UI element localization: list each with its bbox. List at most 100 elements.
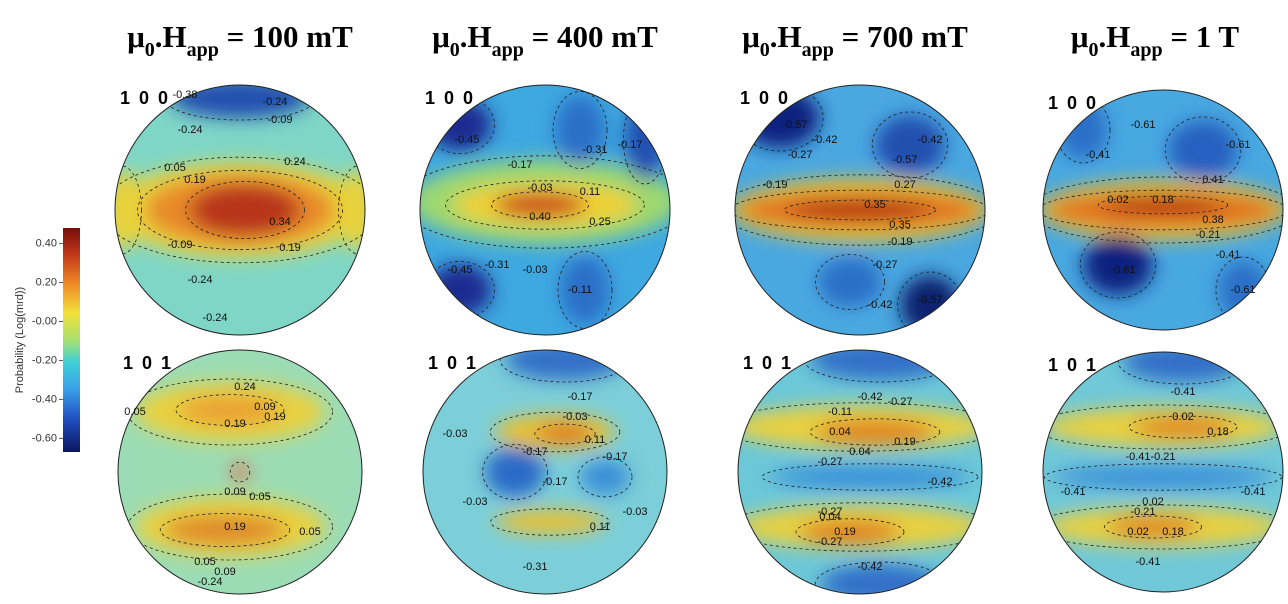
column-title: μ0.Happ = 400 mT xyxy=(432,19,658,60)
contour-label: 0.02 xyxy=(1127,526,1148,538)
contour-label: 0.02 xyxy=(1172,411,1193,423)
contour-label: -0.24 xyxy=(187,274,212,286)
pole-figure-outline xyxy=(1042,89,1284,331)
contour-label: -0.41 xyxy=(1125,451,1150,463)
contour-label: 0.09 xyxy=(224,486,245,498)
pole-figure: -0.17 -0.03 -0.03 0.11 -0.17 -0.17 -0.17 -0.03 -… xyxy=(422,349,668,595)
contour-label: -0.03 xyxy=(462,496,487,508)
title-part: μ xyxy=(432,19,450,54)
contour-label: -0.41 xyxy=(1085,149,1110,161)
colorbar-label: Probability (Log(mrd)) xyxy=(14,287,26,393)
intensity-field xyxy=(135,382,325,557)
contour-line xyxy=(229,461,251,483)
title-part: μ xyxy=(1071,19,1089,54)
contour-label: 0.40 xyxy=(529,211,550,223)
contour-line xyxy=(1043,463,1283,491)
contour-label: -0.42 xyxy=(867,299,892,311)
pole-figure: -0.42 -0.27-0.110.040.190.04-0.27-0.42-0.… xyxy=(737,349,983,595)
contour-label: -0.42 xyxy=(857,391,882,403)
contour-label: -0.42 xyxy=(917,134,942,146)
contour-label: -0.27 xyxy=(817,456,842,468)
intensity-field xyxy=(115,85,365,258)
intensity-region xyxy=(770,465,970,489)
contour-line xyxy=(735,174,985,246)
contour-label: -0.17 xyxy=(617,139,642,151)
contour-label: -0.09 xyxy=(267,114,292,126)
colorbar-tick-label: -0.00 xyxy=(32,315,57,327)
intensity-region xyxy=(1133,417,1233,437)
contour-label: 0.11 xyxy=(585,434,606,446)
contour-label: -0.24 xyxy=(177,124,202,136)
contour-label: 0.18 xyxy=(1207,426,1228,438)
contour-label: -0.31 xyxy=(522,561,547,573)
contour-label: -0.17 xyxy=(522,446,547,458)
contour-line xyxy=(1097,195,1229,215)
intensity-region xyxy=(800,520,900,544)
contour-label: 0.24 xyxy=(234,381,255,393)
intensity-region xyxy=(505,350,625,380)
intensity-region xyxy=(580,459,630,495)
contour-label: -0.61 xyxy=(1130,119,1155,131)
column-title: μ0.Happ = 100 mT xyxy=(127,19,353,60)
title-part: app xyxy=(492,39,524,61)
contour-line xyxy=(871,111,949,179)
contour-label: 0.19 xyxy=(224,418,245,430)
intensity-region xyxy=(875,115,945,175)
contour-label: 0.35 xyxy=(889,219,910,231)
contour-label: 0.05 xyxy=(299,526,320,538)
pole-figure-map xyxy=(423,350,667,594)
contour-label: 0.19 xyxy=(894,436,915,448)
pole-figure-map xyxy=(735,85,985,335)
contour-line xyxy=(534,423,596,445)
row-label: 1 0 0 xyxy=(740,88,790,108)
intensity-region xyxy=(1083,235,1153,295)
intensity-region xyxy=(340,170,365,250)
contour-label: -0.57 xyxy=(917,294,942,306)
intensity-region xyxy=(180,396,280,424)
contour-line xyxy=(1164,116,1242,184)
pole-figure-map xyxy=(1043,90,1283,330)
contour-label: -0.61 xyxy=(1230,284,1255,296)
contour-label: -0.45 xyxy=(454,134,479,146)
contour-label: 0.41 xyxy=(1202,174,1223,186)
contour-label: 0.04 xyxy=(819,511,840,523)
pole-figure-outline xyxy=(1042,351,1284,593)
contour-label: -0.41 xyxy=(1135,556,1160,568)
contour-line xyxy=(159,513,291,547)
intensity-region xyxy=(495,510,605,534)
contour-line xyxy=(445,180,645,230)
row-label: 1 0 1 xyxy=(123,353,173,373)
row-label: 1 0 1 xyxy=(1048,355,1098,375)
colorbar-tick-label: -0.60 xyxy=(32,432,57,444)
intensity-region xyxy=(537,425,593,443)
contour-line xyxy=(1043,176,1283,244)
colorbar xyxy=(63,228,80,452)
intensity-region xyxy=(810,350,950,380)
title-part: 0 xyxy=(145,39,155,61)
column-title: μ0.Happ = 700 mT xyxy=(742,19,968,60)
intensity-region xyxy=(495,193,585,217)
contour-label: 0.11 xyxy=(590,521,611,533)
contour-label: -0.42 xyxy=(927,476,952,488)
title-part: .H xyxy=(770,19,802,54)
pole-figure-map xyxy=(1043,352,1283,592)
contour-label: 0.19 xyxy=(834,526,855,538)
contour-label: 0.05 xyxy=(194,556,215,568)
contour-label: -0.27 xyxy=(872,259,897,271)
contour-label: -0.57 xyxy=(892,154,917,166)
pole-figure-outline xyxy=(422,349,668,595)
contour-label: -0.19 xyxy=(762,179,787,191)
contour-label: 0.24 xyxy=(284,156,305,168)
contour-label: 0.04 xyxy=(829,426,850,438)
colorbar-tick-label: 0.40 xyxy=(36,237,57,249)
contour-label: -0.17 xyxy=(567,391,592,403)
contour-label: 0.09 xyxy=(214,566,235,578)
row-label: 1 0 0 xyxy=(425,88,475,108)
contour-label: -0.17 xyxy=(602,451,627,463)
contour-label: 0.02 xyxy=(1142,496,1163,508)
contour-line xyxy=(185,180,305,239)
contour-label: -0.17 xyxy=(507,159,532,171)
contour-label: -0.24 xyxy=(202,312,227,324)
pole-figure-map xyxy=(738,350,982,594)
